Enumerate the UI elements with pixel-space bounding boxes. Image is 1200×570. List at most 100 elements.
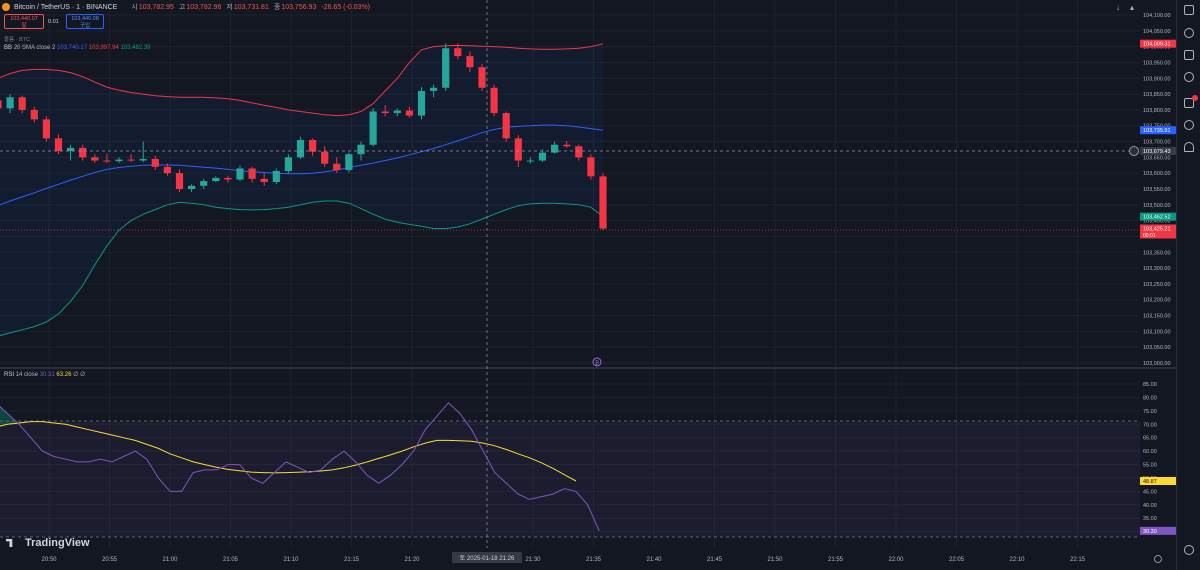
time-tick-label: 21:05	[223, 557, 239, 563]
price-axis[interactable]: 104,100.00104,050.00104,000.00103,950.00…	[1143, 13, 1171, 536]
buy-label: 구입	[79, 23, 91, 29]
bb-legend-upper: 103,997.94	[88, 45, 119, 51]
rsi-legend-value: 30.31	[39, 372, 55, 378]
time-tick-label: 21:40	[646, 557, 662, 563]
candle-body	[139, 158, 147, 161]
volume-legend[interactable]: 볼륨 · BTC	[4, 37, 31, 43]
tradingview-logo[interactable]: TradingView	[6, 537, 90, 549]
bb-band-fill	[0, 43, 603, 336]
time-tick-label: 20:55	[102, 557, 118, 563]
price-tick-label: 103,050.00	[1143, 345, 1171, 351]
rsi-overbought-fill	[0, 406, 31, 425]
rsi-value-label-bg	[1140, 476, 1176, 485]
candle-body	[284, 157, 292, 171]
candle-body	[175, 173, 184, 189]
rsi-legend-extra2: ∅	[80, 372, 86, 378]
candle-body	[115, 159, 123, 162]
chat-icon[interactable]	[1184, 98, 1194, 108]
price-tick-label: 103,950.00	[1143, 60, 1171, 66]
candle-body	[42, 119, 50, 139]
price-label-bg	[1140, 126, 1176, 135]
crosshair-add-icon[interactable]	[1129, 146, 1139, 156]
axis-price-labels: 104,009.31 103,735.91 103,462.52 103,425.21…	[1140, 39, 1176, 535]
candle-body	[526, 160, 534, 162]
calendar-icon[interactable]	[1184, 50, 1194, 60]
symbol-title[interactable]: Bitcoin / TetherUS · 1 · BINANCE	[14, 3, 118, 11]
time-tick-label: 21:10	[283, 557, 299, 563]
low-value: 103,731.81	[233, 3, 269, 11]
buy-price: 103,440.08	[71, 16, 99, 22]
watchlist-icon[interactable]	[1184, 5, 1194, 15]
download-icon[interactable]: ↓	[1116, 3, 1120, 12]
candle-body	[575, 146, 583, 158]
time-tick-label: 21:15	[344, 557, 360, 563]
candle-body	[163, 166, 171, 174]
rsi-tick-label: 60.00	[1143, 449, 1157, 455]
bb-legend-name: BB	[4, 45, 13, 51]
price-tick-label: 103,600.00	[1143, 171, 1171, 177]
bulb-icon[interactable]	[1184, 120, 1194, 130]
bb-legend[interactable]: BB 20 SMA close 2 103,740.17 103,997.94 …	[4, 45, 151, 51]
rsi-tick-label: 55.00	[1143, 463, 1157, 469]
rsi-value-label: 48.87	[1143, 479, 1157, 485]
candle-body	[430, 87, 438, 91]
candle-body	[103, 160, 111, 162]
buy-button[interactable]: 103,440.08 구입	[66, 14, 104, 29]
bb-basis-line	[0, 124, 604, 206]
low-label: 저	[226, 4, 233, 11]
event-icon-glyph: ₿	[595, 360, 599, 367]
candle-body	[551, 144, 559, 153]
candles	[0, 43, 607, 231]
high-label: 고	[178, 4, 186, 11]
price-tick-label: 103,150.00	[1143, 314, 1171, 320]
candle-body	[478, 67, 486, 88]
candle-body	[236, 168, 244, 180]
candle-body	[79, 147, 87, 158]
bell-icon[interactable]	[1184, 142, 1194, 152]
rsi-legend[interactable]: RSI 14 close 30.31 63.26 ∅ ∅	[4, 371, 85, 378]
price-tick-label: 103,000.00	[1143, 361, 1171, 367]
rsi-line	[0, 402, 600, 532]
help-icon[interactable]	[1184, 545, 1194, 555]
candle-body	[188, 185, 196, 189]
price-label: 103,425.21	[1143, 226, 1171, 232]
crosshair-date-label-bg	[452, 552, 522, 563]
candle-body	[18, 97, 26, 110]
time-tick-label: 21:30	[525, 557, 541, 563]
bb-legend-lower: 103,482.39	[120, 45, 151, 51]
brand-name: TradingView	[25, 537, 90, 549]
time-axis[interactable]: 20:50 20:55 21:00 21:05 21:10 21:15 21:20 21:30…	[41, 557, 1085, 563]
event-icon[interactable]	[592, 357, 602, 367]
candle-body	[212, 177, 220, 182]
price-label-bg	[1140, 39, 1176, 48]
candle-body	[381, 111, 389, 114]
price-tick-label: 103,700.00	[1143, 140, 1171, 146]
settings-gear-icon[interactable]	[1154, 555, 1162, 563]
ideas-icon[interactable]	[1184, 72, 1194, 82]
price-tick-label: 103,900.00	[1143, 76, 1171, 82]
candle-body	[54, 138, 63, 152]
rsi-tick-label: 40.00	[1143, 503, 1157, 509]
collapse-icon[interactable]: ▴	[1130, 3, 1135, 12]
tradingview-icon	[6, 539, 13, 547]
rsi-legend-params: 14 close	[15, 372, 39, 378]
symbol-header: Bitcoin / TetherUS · 1 · BINANCE 시 103,78…	[0, 0, 375, 14]
sell-button[interactable]: 103,440.07 팔	[4, 14, 44, 29]
price-tick-label: 103,200.00	[1143, 298, 1171, 304]
alerts-clock-icon[interactable]	[1184, 28, 1194, 38]
close-label: 종	[273, 4, 281, 11]
candle-body	[333, 163, 341, 171]
close-value: 103,756.93	[281, 3, 317, 11]
candle-body	[248, 168, 256, 179]
rsi-legend-extra1: ∅	[73, 372, 79, 378]
candle-body	[599, 176, 607, 229]
crosshair-price-label-bg	[1140, 147, 1176, 155]
crosshair-price-label: 103,679.43	[1143, 149, 1171, 155]
price-tick-label: 103,500.00	[1143, 203, 1171, 209]
rsi-tick-label: 65.00	[1143, 436, 1157, 442]
candle-body	[6, 97, 14, 109]
rsi-tick-label: 85.00	[1143, 382, 1157, 388]
price-label-bg	[1140, 212, 1176, 221]
price-tick-label: 104,100.00	[1143, 13, 1171, 19]
